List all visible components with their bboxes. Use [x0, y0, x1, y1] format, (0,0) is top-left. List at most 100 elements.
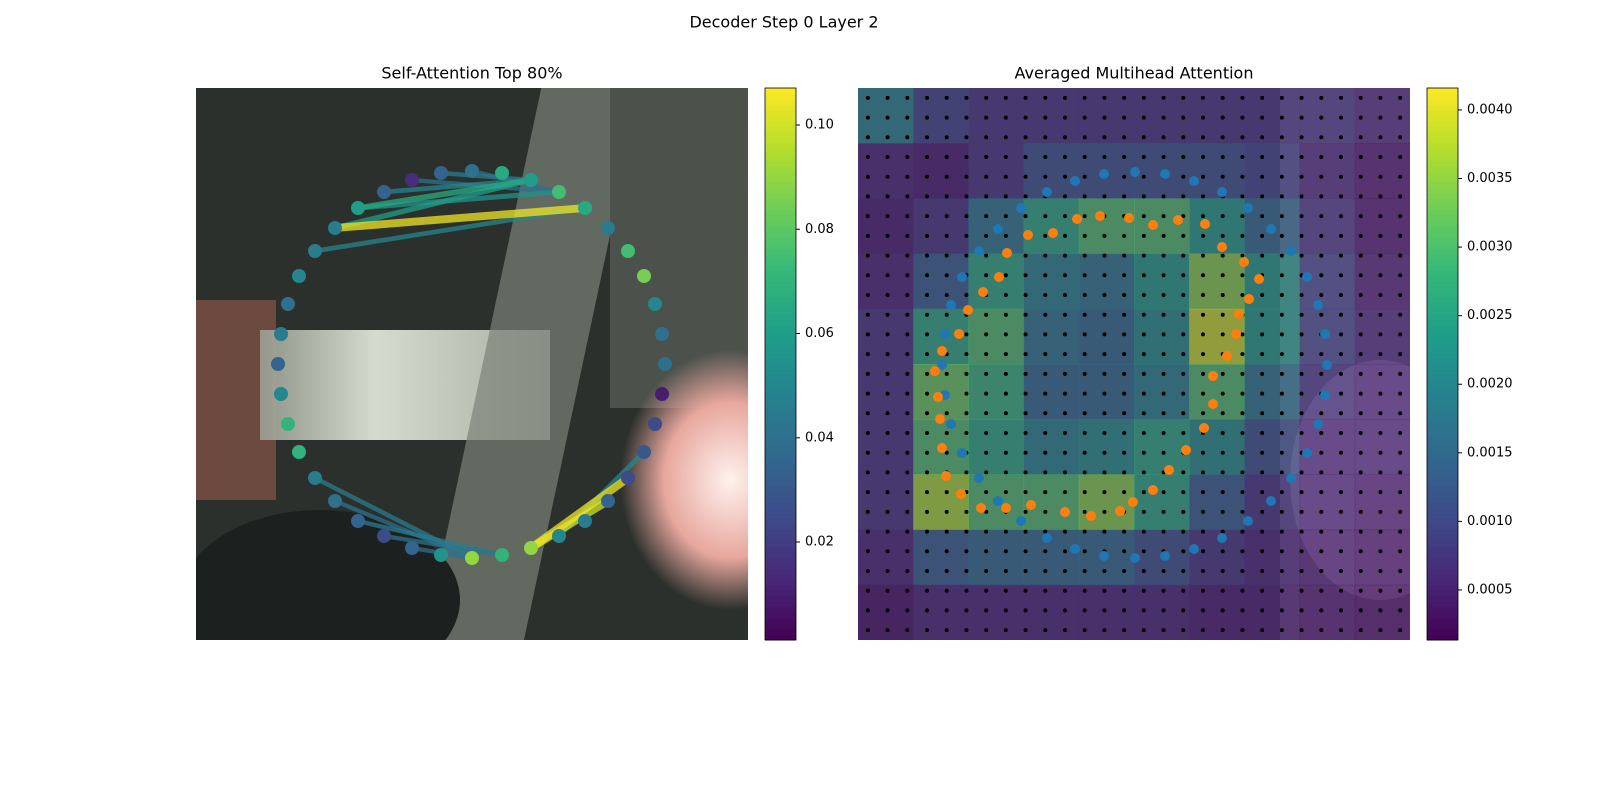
- colorbar-slice: [765, 474, 796, 481]
- token-dot: [1161, 490, 1166, 495]
- token-dot: [1339, 450, 1343, 455]
- colorbar-slice: [765, 286, 796, 293]
- token-dot: [1339, 371, 1343, 376]
- token-dot: [905, 431, 910, 435]
- colorbar-slice: [765, 623, 796, 630]
- colorbar-slice: [1427, 286, 1458, 293]
- token-dot: [1161, 293, 1166, 297]
- token-dot: [1082, 95, 1087, 100]
- colorbar-slice: [765, 226, 796, 233]
- token-dot: [1161, 95, 1166, 100]
- token-dot: [1260, 588, 1265, 593]
- token-dot: [1279, 135, 1284, 140]
- token-dot: [1358, 194, 1363, 199]
- token-dot: [905, 450, 910, 455]
- colorbar-slice: [765, 88, 796, 95]
- token-dot: [1122, 352, 1127, 357]
- heatmap-cell: [858, 529, 914, 586]
- token-dot: [1319, 490, 1324, 495]
- token-dot: [1220, 253, 1225, 258]
- token-dot: [885, 588, 890, 593]
- token-dot: [1319, 371, 1324, 376]
- token-dot: [1161, 628, 1166, 633]
- token-dot: [1339, 608, 1343, 613]
- colorbar-tick-label: 0.0015: [1467, 445, 1513, 460]
- heatmap-cell: [913, 143, 969, 199]
- token-dot: [1063, 214, 1067, 219]
- token-dot: [1260, 95, 1265, 100]
- token-dot: [1181, 628, 1186, 633]
- colorbar-tick-label: 0.0005: [1467, 582, 1513, 597]
- token-dot: [865, 411, 870, 416]
- token-dot: [1023, 115, 1028, 120]
- colorbar-slice: [1427, 413, 1458, 420]
- token-dot: [1201, 214, 1205, 219]
- token-dot: [1141, 529, 1146, 534]
- node: [351, 514, 365, 528]
- token-dot: [1181, 509, 1186, 514]
- token-dot: [885, 332, 890, 337]
- token-dot: [1003, 450, 1008, 455]
- node: [601, 494, 615, 508]
- token-dot: [1003, 95, 1008, 100]
- token-dot: [1339, 529, 1343, 534]
- token-dot: [1082, 608, 1087, 613]
- token-dot: [865, 332, 870, 337]
- heatmap-cell: [1354, 308, 1410, 365]
- colorbar-tick-label: 0.0030: [1467, 240, 1513, 255]
- colorbar-slice: [1427, 386, 1458, 393]
- token-dot: [1358, 174, 1363, 179]
- panel-title: Averaged Multihead Attention: [1015, 64, 1254, 83]
- token-dot: [1063, 95, 1067, 100]
- token-dot: [1260, 411, 1265, 416]
- colorbar-slice: [765, 601, 796, 608]
- token-dot: [1082, 214, 1087, 219]
- token-dot: [1398, 529, 1403, 534]
- token-dot: [1240, 293, 1245, 297]
- token-dot: [964, 529, 969, 534]
- colorbar-slice: [1427, 121, 1458, 128]
- token-dot: [1398, 569, 1403, 573]
- token-dot: [1201, 293, 1205, 297]
- point: [930, 366, 940, 376]
- token-dot: [1378, 450, 1383, 455]
- token-dot: [1358, 529, 1363, 534]
- token-dot: [1141, 569, 1146, 573]
- token-dot: [1181, 490, 1186, 495]
- token-dot: [1240, 174, 1245, 179]
- colorbar-slice: [1427, 546, 1458, 553]
- token-dot: [1003, 608, 1008, 613]
- token-dot: [984, 628, 989, 633]
- heatmap-cell: [913, 198, 969, 255]
- colorbar-slice: [1427, 590, 1458, 597]
- colorbars: 0.02 0.04 0.06 0.08 0.10 0.0005 0.0010 0.0015 0.…: [764, 87, 1513, 641]
- attention-edge: [312, 475, 475, 561]
- token-dot: [1220, 332, 1225, 337]
- token-dot: [1220, 608, 1225, 613]
- token-dot: [1003, 431, 1008, 435]
- colorbar-slice: [1427, 137, 1458, 144]
- token-dot: [1102, 273, 1107, 278]
- colorbar-slice: [765, 308, 796, 315]
- point: [1313, 419, 1323, 429]
- token-dot: [984, 509, 989, 514]
- token-dot: [1063, 588, 1067, 593]
- colorbar-slice: [1427, 369, 1458, 376]
- token-dot: [885, 135, 890, 140]
- token-dot: [1082, 352, 1087, 357]
- graph-layer: [271, 164, 672, 565]
- token-dot: [1339, 194, 1343, 199]
- token-dot: [1378, 411, 1383, 416]
- node: [351, 201, 365, 215]
- token-dot: [1358, 371, 1363, 376]
- token-dot: [964, 293, 969, 297]
- token-dot: [1082, 155, 1087, 159]
- colorbar-slice: [1427, 176, 1458, 183]
- colorbar-slice: [765, 137, 796, 144]
- colorbar-slice: [765, 496, 796, 503]
- point: [957, 448, 967, 458]
- token-dot: [925, 371, 929, 376]
- token-dot: [1240, 155, 1245, 159]
- point: [1016, 516, 1026, 526]
